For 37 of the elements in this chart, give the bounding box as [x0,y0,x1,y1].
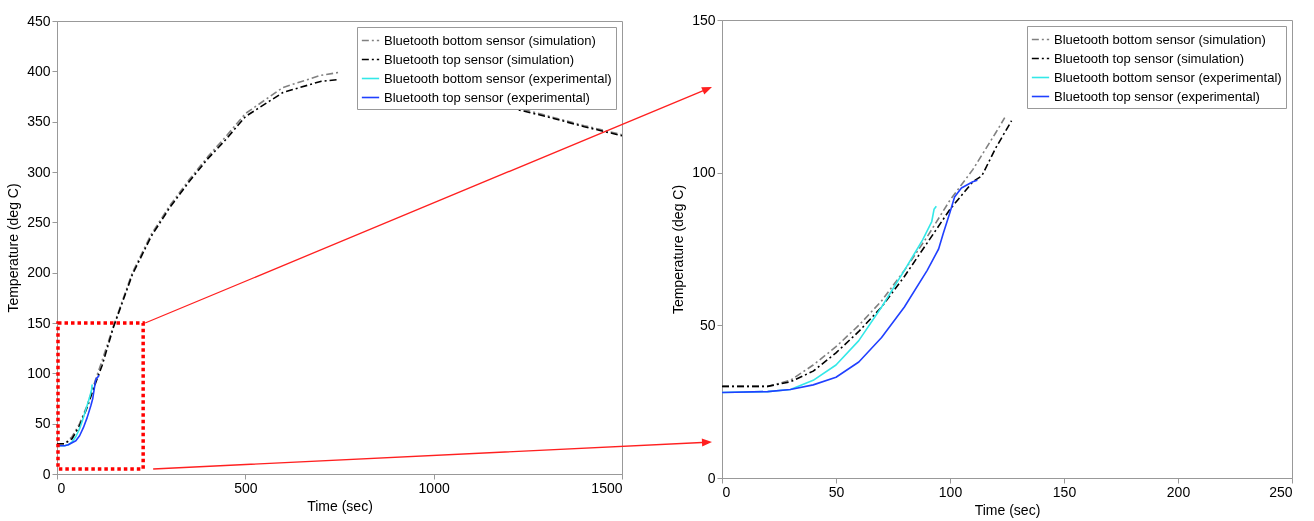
legend-label: Bluetooth bottom sensor (experimental) [384,70,612,86]
x-tick-label: 50 [828,483,845,500]
legend-label: Bluetooth top sensor (experimental) [1054,88,1260,104]
y-tick-label: 100 [692,164,716,181]
y-tick-label: 350 [27,113,51,130]
y-tick-label: 450 [27,12,51,29]
y-tick-label: 50 [34,415,51,432]
x-tick-label: 500 [234,479,258,496]
legend-label: Bluetooth bottom sensor (experimental) [1054,69,1282,85]
x-tick-label: 150 [1052,483,1077,500]
y-tick-label: 300 [27,163,51,180]
legend-label: Bluetooth bottom sensor (simulation) [384,32,596,48]
y-tick-label: 400 [27,62,51,79]
x-tick-label: 1500 [591,479,623,496]
x-tick-label: 0 [57,479,66,496]
legend-label: Bluetooth top sensor (simulation) [384,51,575,67]
x-axis-title: Time (sec) [307,497,373,514]
y-axis-title: Temperature (deg C) [670,184,687,315]
y-tick-label: 150 [692,11,716,28]
x-tick-label: 100 [938,483,963,500]
legend-label: Bluetooth top sensor (experimental) [384,89,590,105]
x-axis-title: Time (sec) [974,501,1041,518]
x-tick-label: 1000 [418,479,450,496]
legend-label: Bluetooth top sensor (simulation) [1054,50,1245,66]
y-axis-title: Temperature (deg C) [5,183,22,313]
x-tick-label: 250 [1269,483,1293,500]
x-tick-label: 200 [1166,483,1191,500]
y-tick-label: 250 [27,213,51,230]
line-series [57,374,100,447]
y-tick-label: 150 [27,314,51,331]
x-tick-label: 0 [722,483,731,500]
y-tick-label: 0 [42,465,51,482]
y-tick-label: 200 [27,264,51,281]
y-tick-label: 50 [699,316,716,333]
y-tick-label: 100 [27,364,51,381]
legend-label: Bluetooth bottom sensor (simulation) [1054,31,1266,47]
line-series [722,179,979,394]
